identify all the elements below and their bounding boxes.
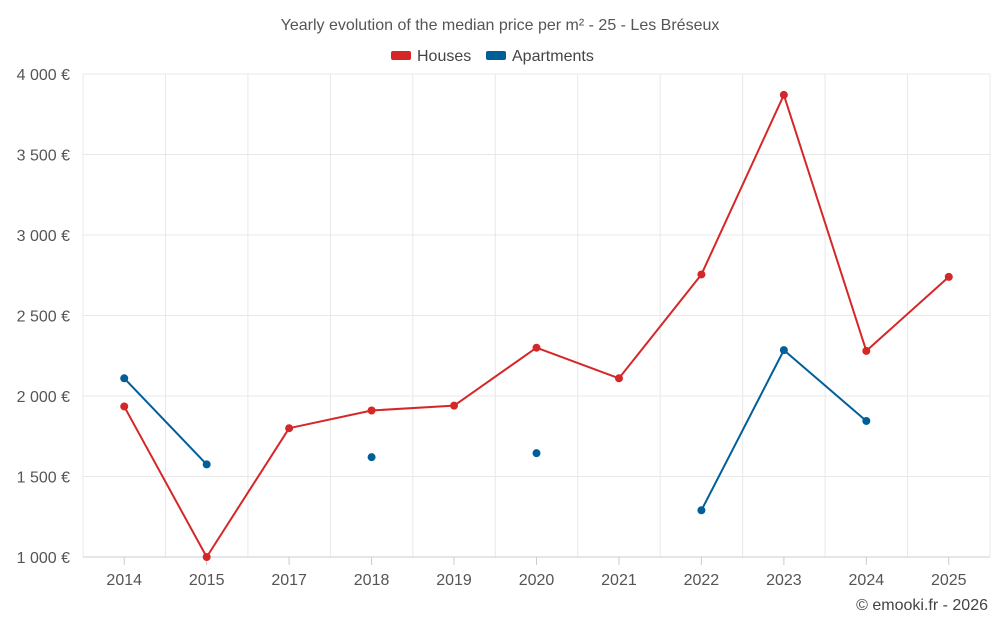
legend: Houses Apartments: [391, 48, 594, 65]
x-tick-label: 2014: [106, 572, 142, 589]
data-point-houses[interactable]: [450, 401, 459, 410]
y-tick-label: 2 500 €: [17, 309, 70, 326]
data-point-houses[interactable]: [202, 553, 211, 561]
y-tick-label: 1 500 €: [17, 470, 70, 487]
data-point-apartments[interactable]: [202, 460, 211, 469]
x-tick-label: 2025: [931, 572, 967, 589]
data-point-houses[interactable]: [367, 406, 376, 415]
series-houses: [120, 90, 953, 561]
data-point-houses[interactable]: [532, 343, 541, 352]
x-tick-label: 2019: [436, 572, 472, 589]
chart-title: Yearly evolution of the median price per…: [281, 17, 720, 34]
x-tick-label: 2017: [271, 572, 307, 589]
legend-swatch-houses: [391, 51, 411, 60]
data-point-apartments[interactable]: [367, 453, 376, 462]
y-axis: 1 000 € 1 500 € 2 000 € 2 500 € 3 000 € 3 500…: [17, 67, 70, 567]
y-tick-label: 2 000 €: [17, 389, 70, 406]
x-tick-label: 2023: [766, 572, 802, 589]
data-point-houses[interactable]: [697, 270, 706, 279]
y-tick-label: 1 000 €: [17, 550, 70, 567]
grid: [82, 73, 991, 557]
x-tick-label: 2015: [189, 572, 225, 589]
data-point-apartments[interactable]: [532, 449, 541, 458]
series-line-apartments: [700, 349, 867, 511]
x-tick-label: 2018: [354, 572, 390, 589]
x-axis: 2014 2015 2017 2018 2019 2020 2021 2022 2023 2024…: [83, 556, 990, 589]
data-point-houses[interactable]: [779, 90, 788, 99]
data-point-houses[interactable]: [285, 424, 294, 433]
legend-label-apartments: Apartments: [512, 48, 594, 65]
data-point-houses[interactable]: [862, 346, 871, 355]
data-point-houses[interactable]: [120, 402, 129, 411]
y-tick-label: 4 000 €: [17, 67, 70, 84]
data-point-apartments[interactable]: [779, 346, 788, 355]
data-point-apartments[interactable]: [120, 374, 129, 383]
data-point-apartments[interactable]: [697, 506, 706, 515]
series-apartments: [120, 346, 871, 515]
credit-text: © emooki.fr - 2026: [856, 597, 988, 614]
y-tick-label: 3 500 €: [17, 148, 70, 165]
x-tick-label: 2020: [519, 572, 555, 589]
series-group: [120, 90, 953, 561]
legend-label-houses: Houses: [417, 48, 471, 65]
series-line-apartments: [123, 377, 208, 466]
data-point-houses[interactable]: [614, 374, 623, 383]
x-tick-label: 2024: [849, 572, 885, 589]
data-point-houses[interactable]: [944, 272, 953, 281]
y-tick-label: 3 000 €: [17, 228, 70, 245]
x-tick-label: 2021: [601, 572, 637, 589]
x-tick-label: 2022: [684, 572, 720, 589]
legend-item-apartments[interactable]: Apartments: [486, 48, 594, 65]
legend-swatch-apartments: [486, 51, 506, 60]
legend-item-houses[interactable]: Houses: [391, 48, 471, 65]
data-point-apartments[interactable]: [862, 416, 871, 425]
